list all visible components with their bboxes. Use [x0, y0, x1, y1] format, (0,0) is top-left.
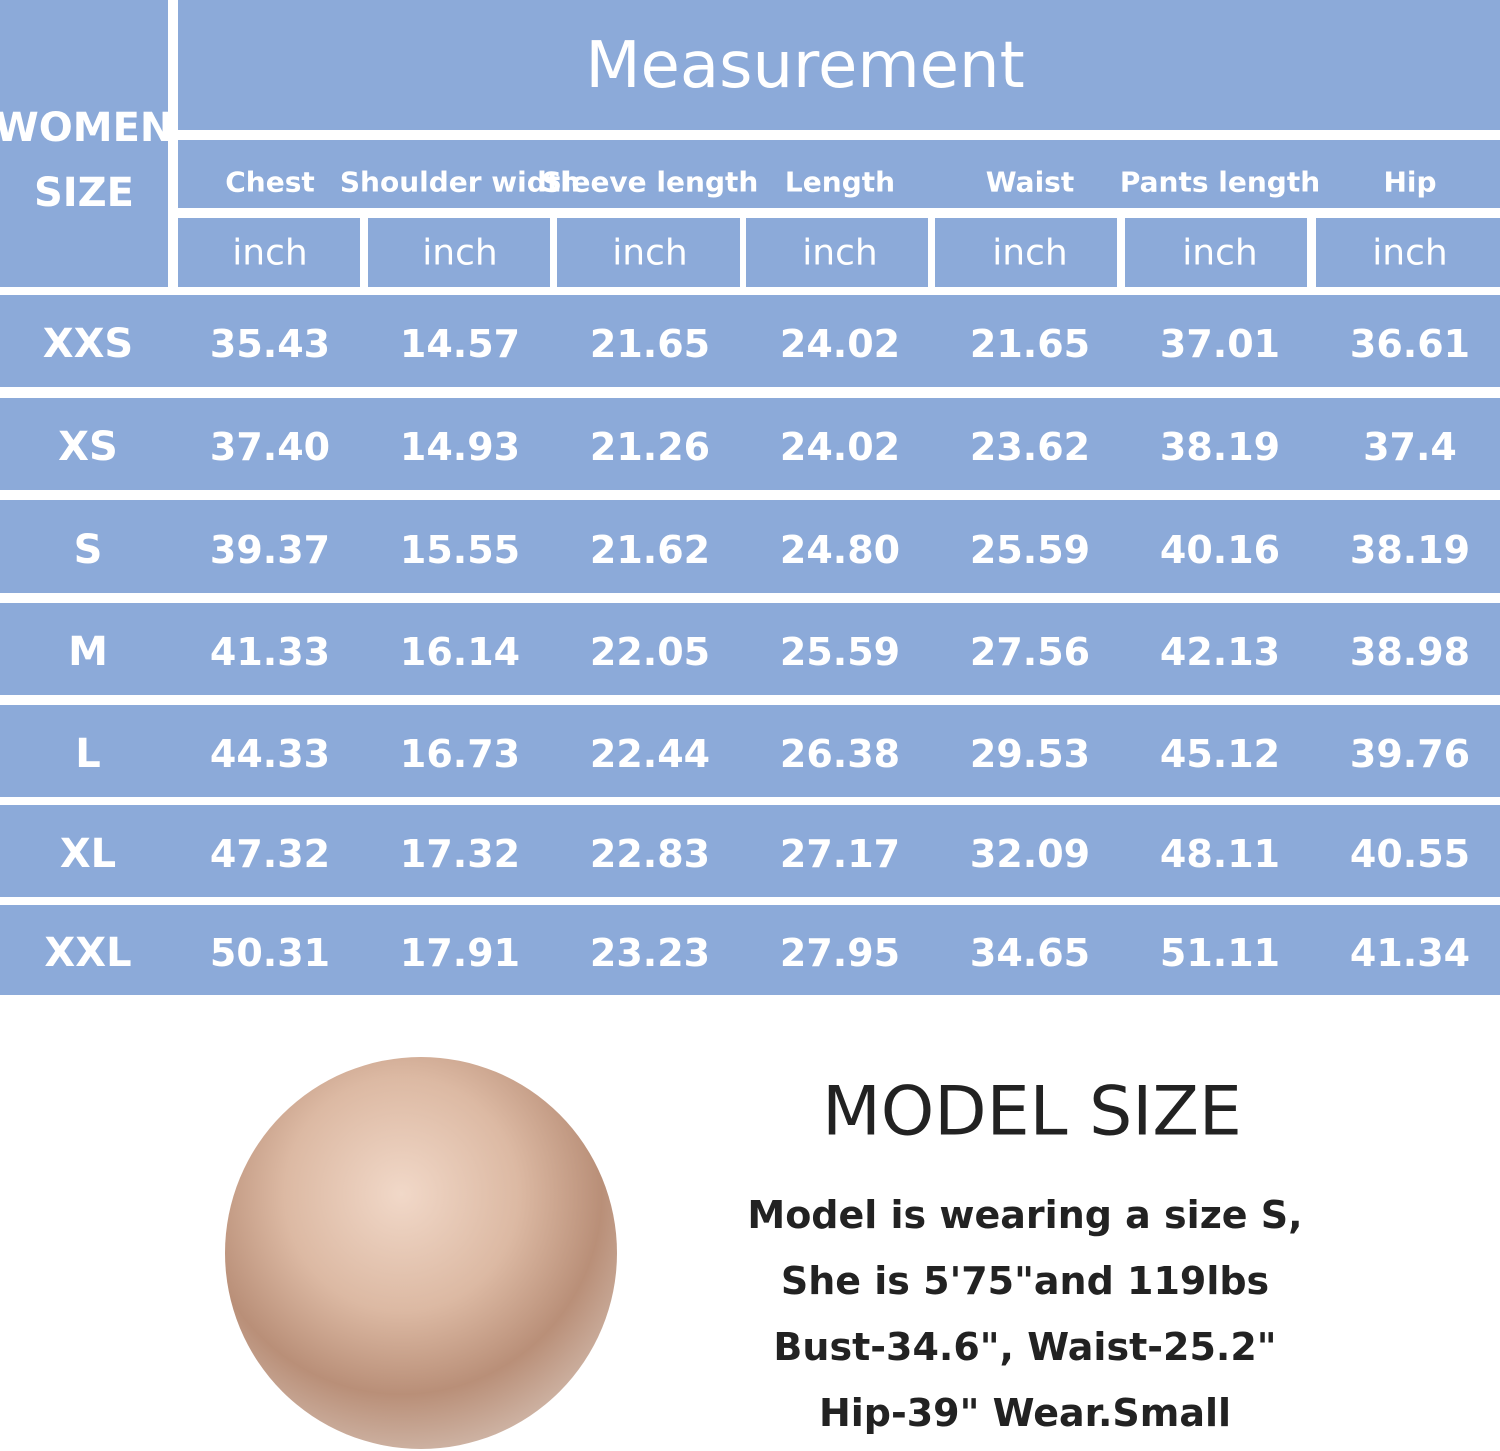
- model-title: MODEL SIZE: [822, 1072, 1242, 1152]
- size-label: XL: [59, 831, 117, 877]
- unit-cell: [935, 218, 1117, 287]
- unit-label: inch: [1182, 232, 1258, 274]
- measurement-value: 29.53: [969, 732, 1091, 776]
- unit-label: inch: [1372, 232, 1448, 274]
- measurement-value: 16.73: [399, 732, 521, 776]
- measurement-value: 40.55: [1349, 832, 1471, 876]
- unit-label: inch: [422, 232, 498, 274]
- unit-label: inch: [802, 232, 878, 274]
- measurement-value: 23.62: [969, 425, 1091, 469]
- measurement-value: 17.32: [399, 832, 521, 876]
- measurement-value: 45.12: [1159, 732, 1281, 776]
- column-header: Sleeve length: [541, 165, 759, 199]
- measurement-value: 40.16: [1159, 527, 1281, 572]
- table-title: Measurement: [585, 29, 1025, 103]
- measurement-value: 32.09: [969, 832, 1091, 876]
- measurement-value: 36.61: [1349, 322, 1471, 366]
- measurement-value: 25.59: [969, 527, 1091, 572]
- column-header: Chest: [225, 165, 315, 199]
- measurement-value: 24.02: [779, 425, 901, 469]
- measurement-value: 27.56: [969, 630, 1091, 674]
- table-row: [0, 295, 1500, 387]
- column-row: [178, 140, 1500, 208]
- measurement-value: 14.57: [399, 322, 521, 366]
- measurement-value: 47.32: [209, 832, 331, 876]
- measurement-value: 24.80: [779, 527, 901, 572]
- column-header: Shoulder width: [339, 165, 581, 199]
- model-photo: [225, 1057, 617, 1449]
- model-line: Hip-39" Wear.Small: [818, 1391, 1232, 1435]
- model-line: Model is wearing a size S,: [747, 1193, 1303, 1237]
- measurement-value: 39.37: [209, 527, 331, 572]
- unit-label: inch: [612, 232, 688, 274]
- measurement-value: 25.59: [779, 630, 901, 674]
- measurement-value: 26.38: [779, 732, 901, 776]
- unit-cell: [368, 218, 550, 287]
- model-line: Bust-34.6", Waist-25.2": [773, 1325, 1277, 1369]
- measurement-value: 17.91: [399, 931, 521, 975]
- measurement-value: 22.83: [589, 832, 711, 876]
- size-label: XXL: [44, 930, 132, 976]
- measurement-value: 22.44: [589, 732, 711, 776]
- measurement-value: 37.4: [1363, 425, 1457, 469]
- measurement-value: 41.33: [209, 630, 331, 674]
- measurement-value: 38.19: [1159, 425, 1281, 469]
- size-label: XXS: [42, 321, 134, 367]
- table-row: [0, 905, 1500, 995]
- title-cell: [178, 0, 1500, 130]
- measurement-value: 50.31: [209, 931, 331, 975]
- table-row: [0, 398, 1500, 490]
- measurement-value: 16.14: [399, 630, 521, 674]
- measurement-value: 39.76: [1349, 732, 1471, 776]
- measurement-value: 23.23: [589, 931, 711, 975]
- unit-cell: [557, 218, 740, 287]
- measurement-value: 44.33: [209, 732, 331, 776]
- size-header-label: WOMEN: [0, 105, 174, 151]
- table-row: [0, 805, 1500, 897]
- size-label: XS: [58, 424, 118, 470]
- table-row: [0, 705, 1500, 797]
- size-label: M: [68, 629, 108, 675]
- measurement-value: 38.98: [1349, 630, 1471, 674]
- table-row: [0, 500, 1500, 593]
- unit-label: inch: [992, 232, 1068, 274]
- unit-cell: [1316, 218, 1500, 287]
- model-line: She is 5'75"and 119lbs: [780, 1259, 1270, 1303]
- measurement-value: 42.13: [1159, 630, 1281, 674]
- unit-label: inch: [232, 232, 308, 274]
- measurement-value: 41.34: [1349, 931, 1471, 975]
- unit-cell: [1125, 218, 1307, 287]
- measurement-value: 37.01: [1159, 322, 1281, 366]
- column-header: Hip: [1383, 165, 1437, 199]
- measurement-value: 34.65: [969, 931, 1091, 975]
- measurement-value: 22.05: [589, 630, 711, 674]
- measurement-value: 27.95: [779, 931, 901, 975]
- measurement-value: 51.11: [1159, 931, 1281, 975]
- table-row: [0, 603, 1500, 695]
- measurement-value: 21.65: [589, 322, 711, 366]
- size-header-label: SIZE: [33, 170, 135, 216]
- measurement-value: 35.43: [209, 322, 331, 366]
- measurement-value: 38.19: [1349, 527, 1471, 572]
- measurement-value: 14.93: [399, 425, 521, 469]
- measurement-value: 48.11: [1159, 832, 1281, 876]
- column-header: Waist: [985, 165, 1075, 199]
- measurement-value: 37.40: [209, 425, 331, 469]
- measurement-value: 21.65: [969, 322, 1091, 366]
- unit-cell: [178, 218, 360, 287]
- size-header-cell: [0, 0, 168, 287]
- measurement-value: 21.62: [589, 527, 711, 572]
- column-header: Pants length: [1119, 165, 1321, 199]
- column-header: Length: [784, 165, 896, 199]
- measurement-value: 15.55: [399, 527, 521, 572]
- measurement-value: 21.26: [589, 425, 711, 469]
- measurement-value: 27.17: [779, 832, 901, 876]
- unit-cell: [746, 218, 928, 287]
- size-label: S: [73, 526, 103, 573]
- size-label: L: [75, 731, 101, 777]
- measurement-value: 24.02: [779, 322, 901, 366]
